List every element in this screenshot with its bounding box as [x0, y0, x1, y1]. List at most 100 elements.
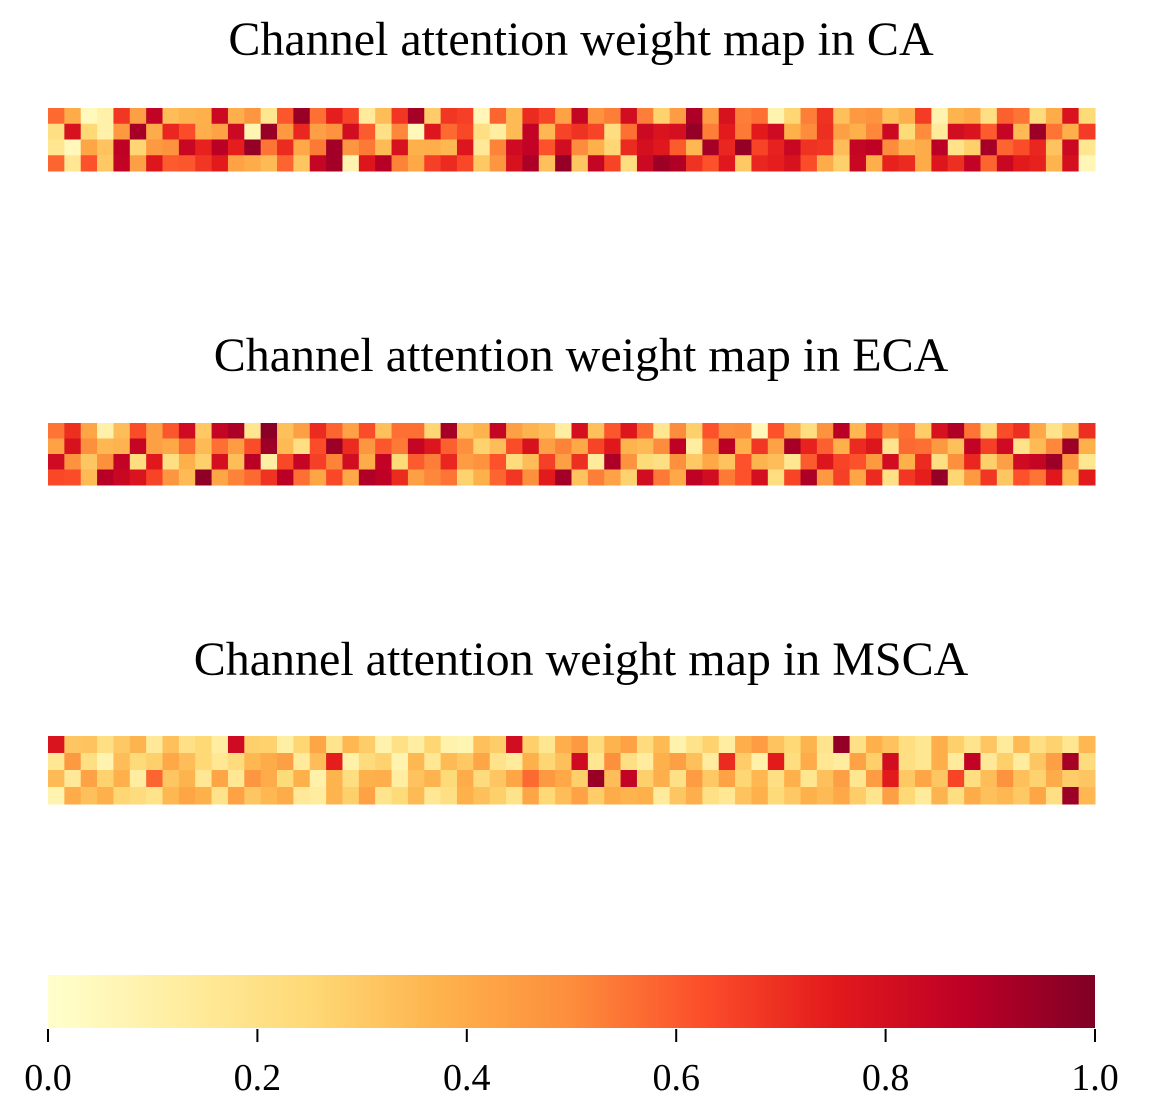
heatmap-cell — [915, 108, 932, 125]
heatmap-cell — [146, 155, 164, 172]
heatmap-cell — [178, 753, 196, 771]
heatmap-cell — [800, 770, 818, 788]
heatmap-cell — [260, 787, 278, 805]
heatmap-cell — [375, 423, 393, 439]
heatmap-cell — [931, 469, 949, 486]
heatmap-cell — [735, 139, 752, 156]
heatmap-cell — [604, 753, 622, 771]
heatmap-cell — [97, 770, 114, 788]
heatmap-cell — [669, 753, 687, 771]
heatmap-cell — [48, 123, 65, 140]
heatmap-cell — [440, 123, 458, 140]
heatmap-cell — [178, 469, 196, 486]
heatmap-cell — [751, 469, 769, 486]
heatmap-cell — [1045, 469, 1063, 486]
heatmap-cell — [1062, 108, 1080, 125]
heatmap-cell — [816, 469, 834, 486]
heatmap-cell — [604, 438, 622, 455]
heatmap-cell — [489, 787, 507, 805]
heatmap-cell — [293, 787, 311, 805]
heatmap-cell — [964, 108, 981, 125]
heatmap-cell — [898, 139, 916, 156]
heatmap-cell — [931, 155, 949, 172]
heatmap-cell — [816, 753, 834, 771]
heatmap-cell — [506, 108, 523, 125]
heatmap-cell — [865, 469, 883, 486]
heatmap-cell — [620, 108, 638, 125]
heatmap-cell — [735, 787, 752, 805]
heatmap-cell — [260, 454, 278, 470]
heatmap-cell — [97, 155, 114, 172]
heatmap-cell — [113, 155, 131, 172]
heatmap-cell — [424, 753, 442, 771]
heatmap-cell — [1078, 454, 1096, 470]
heatmap-cell — [48, 454, 65, 470]
heatmap-cell — [48, 139, 65, 156]
heatmap-cell — [162, 469, 180, 486]
heatmap-cell — [244, 108, 262, 125]
heatmap-cell — [506, 423, 523, 439]
heatmap-cell — [865, 753, 883, 771]
heatmap-cell — [800, 787, 818, 805]
heatmap-cell — [800, 423, 818, 439]
heatmap-cell — [964, 787, 981, 805]
heatmap-cell — [636, 108, 654, 125]
heatmap-cell — [784, 454, 802, 470]
heatmap-cell — [718, 736, 736, 754]
heatmap-cell — [555, 423, 572, 439]
heatmap-cell — [277, 108, 294, 125]
heatmap-cell — [653, 423, 671, 439]
heatmap-cell — [571, 770, 589, 788]
heatmap-cell — [718, 108, 736, 125]
heatmap-cell — [915, 123, 932, 140]
heatmap-cell — [440, 438, 458, 455]
heatmap-cell — [129, 787, 147, 805]
heatmap-cell — [227, 787, 245, 805]
heatmap-cell — [260, 139, 278, 156]
heatmap-cell — [686, 139, 703, 156]
heatmap-cell — [702, 469, 720, 486]
heatmap-cell — [816, 108, 834, 125]
heatmap-cell — [195, 753, 213, 771]
heatmap-cell — [996, 438, 1014, 455]
heatmap-cell — [277, 438, 294, 455]
heatmap-cell — [489, 123, 507, 140]
heatmap-cell — [309, 108, 327, 125]
heatmap-cell — [865, 438, 883, 455]
heatmap-cell — [555, 787, 572, 805]
heatmap-cell — [751, 123, 769, 140]
heatmap-cell — [113, 787, 131, 805]
heatmap-cell — [898, 753, 916, 771]
heatmap-cell — [767, 155, 785, 172]
colorbar-tick-label: 0.0 — [24, 1057, 72, 1099]
heatmap-cell — [440, 770, 458, 788]
heatmap-cell — [358, 155, 376, 172]
heatmap-cell — [767, 139, 785, 156]
heatmap-cell — [277, 454, 294, 470]
heatmap-cell — [506, 753, 523, 771]
heatmap-cell — [931, 454, 949, 470]
heatmap-cell — [489, 423, 507, 439]
heatmap-cell — [996, 469, 1014, 486]
heatmap-cell — [407, 155, 425, 172]
heatmap-cell — [129, 423, 147, 439]
heatmap-cell — [162, 787, 180, 805]
heatmap-cell — [980, 469, 998, 486]
heatmap-cell — [1045, 454, 1063, 470]
heatmap-cell — [309, 155, 327, 172]
heatmap-cell — [277, 753, 294, 771]
heatmap-cell — [686, 787, 703, 805]
heatmap-cell — [375, 787, 393, 805]
heatmap-cell — [440, 753, 458, 771]
heatmap-cell — [931, 736, 949, 754]
heatmap-cell — [473, 123, 491, 140]
heatmap-cell — [391, 123, 409, 140]
heatmap-cell — [538, 123, 556, 140]
heatmap-cell — [489, 736, 507, 754]
heatmap-cell — [1029, 438, 1047, 455]
heatmap-cell — [1062, 155, 1080, 172]
heatmap-cell — [915, 139, 932, 156]
heatmap-cell — [260, 108, 278, 125]
heatmap-cell — [996, 155, 1014, 172]
heatmap-cell — [48, 155, 65, 172]
